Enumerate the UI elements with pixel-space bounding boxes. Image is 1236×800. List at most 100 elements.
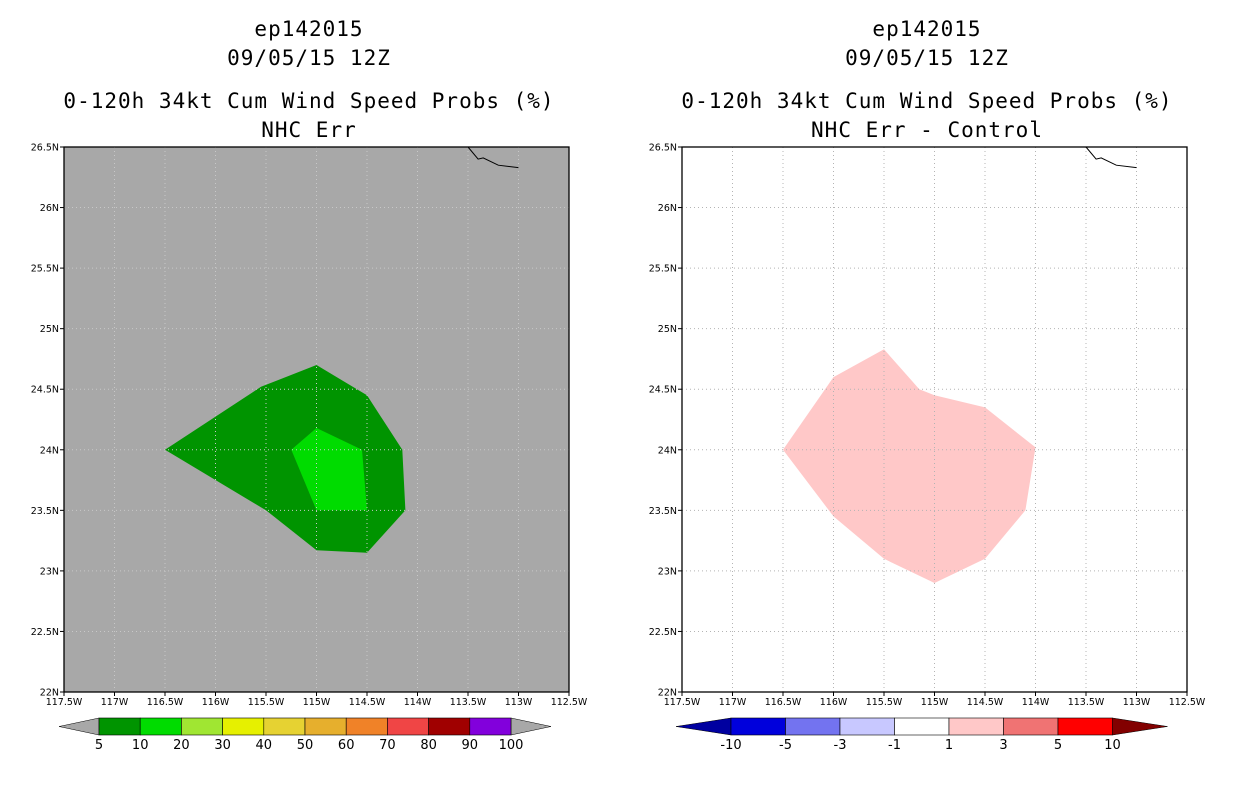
lat-tick-label: 25.5N bbox=[31, 264, 59, 275]
lat-tick-label: 22N bbox=[40, 688, 59, 699]
forecast-datetime: 09/05/15 12Z bbox=[845, 46, 1009, 70]
colorbar-swatch bbox=[785, 717, 841, 736]
colorbar-swatch bbox=[181, 717, 223, 736]
lon-tick-label: 113W bbox=[1123, 697, 1151, 708]
colorbar-label: -3 bbox=[834, 738, 847, 753]
lat-tick-label: 25.5N bbox=[649, 264, 677, 275]
lon-tick-label: 115.5W bbox=[248, 697, 285, 708]
lon-tick-label: 117.5W bbox=[46, 697, 83, 708]
map-title: 0-120h 34kt Cum Wind Speed Probs (%) bbox=[63, 89, 555, 113]
lat-tick-label: 26.5N bbox=[31, 143, 59, 154]
colorbar-label: 20 bbox=[173, 738, 190, 753]
colorbar-swatch bbox=[1057, 717, 1113, 736]
colorbar-label: 5 bbox=[95, 738, 103, 753]
colorbar-label: 5 bbox=[1054, 738, 1062, 753]
right-panel: ep142015 09/05/15 12Z 0-120h 34kt Cum Wi… bbox=[618, 0, 1236, 800]
map-title: 0-120h 34kt Cum Wind Speed Probs (%) bbox=[681, 89, 1173, 113]
colorbar-label: 10 bbox=[132, 738, 149, 753]
lon-tick-label: 116W bbox=[820, 697, 848, 708]
storm-id: ep142015 bbox=[872, 17, 982, 41]
colorbar-label: 3 bbox=[999, 738, 1007, 753]
colorbar-label: 70 bbox=[379, 738, 396, 753]
lon-tick-label: 115W bbox=[921, 697, 949, 708]
probability-contour-1 bbox=[291, 428, 367, 511]
colorbar-swatch bbox=[139, 717, 182, 736]
storm-id: ep142015 bbox=[254, 17, 364, 41]
colorbar-label: 40 bbox=[256, 738, 273, 753]
lon-tick-label: 117W bbox=[101, 697, 129, 708]
lat-tick-label: 25N bbox=[40, 324, 59, 335]
colorbar-swatch bbox=[98, 717, 141, 736]
colorbar-label: 50 bbox=[297, 738, 314, 753]
colorbar-swatch bbox=[894, 717, 950, 736]
probability-contour-0 bbox=[783, 349, 1036, 583]
colorbar-arrow-low bbox=[675, 717, 732, 736]
probability-map: 117.5W 117W 116.5W 116W 115.5W 115W 114.5W 114W… bbox=[31, 143, 588, 754]
colorbar-swatch bbox=[304, 717, 347, 736]
colorbar-arrow-high bbox=[1112, 717, 1168, 736]
map-subtitle: NHC Err bbox=[261, 118, 357, 142]
lon-tick-label: 112.5W bbox=[1169, 697, 1206, 708]
forecast-datetime: 09/05/15 12Z bbox=[227, 46, 391, 70]
lat-tick-label: 22.5N bbox=[649, 627, 677, 638]
colorbar-swatch bbox=[1003, 717, 1059, 736]
colorbar-swatch bbox=[948, 717, 1004, 736]
lon-tick-label: 116.5W bbox=[765, 697, 802, 708]
coastline bbox=[1085, 146, 1137, 169]
difference-map: 117.5W 117W 116.5W 116W 115.5W 115W 114.5W 114W… bbox=[649, 143, 1206, 754]
colorbar-label: 1 bbox=[945, 738, 953, 753]
colorbar: -10 -5 -3 -1 1 3 5 10 bbox=[675, 717, 1168, 753]
lat-tick-label: 22.5N bbox=[31, 627, 59, 638]
lon-tick-label: 113.5W bbox=[450, 697, 487, 708]
lat-tick-label: 24.5N bbox=[31, 385, 59, 396]
lon-tick-label: 112.5W bbox=[551, 697, 588, 708]
colorbar-label: 10 bbox=[1104, 738, 1121, 753]
lat-tick-label: 24N bbox=[40, 445, 59, 456]
colorbar-swatch bbox=[263, 717, 306, 736]
lon-tick-label: 114W bbox=[404, 697, 432, 708]
lon-tick-label: 116.5W bbox=[147, 697, 184, 708]
lon-tick-label: 114.5W bbox=[349, 697, 386, 708]
colorbar-swatch bbox=[730, 717, 786, 736]
colorbar-label: 90 bbox=[462, 738, 479, 753]
coastline bbox=[467, 146, 519, 169]
lat-tick-label: 22N bbox=[658, 688, 677, 699]
lat-tick-label: 24.5N bbox=[649, 385, 677, 396]
lat-tick-label: 23.5N bbox=[31, 506, 59, 517]
lat-tick-label: 23N bbox=[40, 566, 59, 577]
lat-tick-label: 23N bbox=[658, 566, 677, 577]
colorbar-label: -5 bbox=[779, 738, 792, 753]
lat-tick-label: 26N bbox=[658, 203, 677, 214]
lon-tick-label: 117W bbox=[719, 697, 747, 708]
lon-tick-label: 115W bbox=[303, 697, 331, 708]
lat-tick-label: 23.5N bbox=[649, 506, 677, 517]
colorbar-swatch bbox=[222, 717, 265, 736]
colorbar-label: -1 bbox=[888, 738, 901, 753]
lon-tick-label: 114.5W bbox=[967, 697, 1004, 708]
colorbar-swatch bbox=[839, 717, 895, 736]
lat-tick-label: 26.5N bbox=[649, 143, 677, 154]
lon-tick-label: 117.5W bbox=[664, 697, 701, 708]
colorbar-label: 30 bbox=[214, 738, 231, 753]
colorbar-label: 60 bbox=[338, 738, 355, 753]
colorbar-label: 80 bbox=[420, 738, 437, 753]
lat-tick-label: 24N bbox=[658, 445, 677, 456]
colorbar-arrow-low bbox=[58, 717, 100, 736]
lat-tick-label: 25N bbox=[658, 324, 677, 335]
lon-tick-label: 113.5W bbox=[1068, 697, 1105, 708]
colorbar-arrow-high bbox=[510, 717, 552, 736]
lon-tick-label: 115.5W bbox=[866, 697, 903, 708]
colorbar-swatch bbox=[469, 717, 512, 736]
colorbar-swatch bbox=[387, 717, 429, 736]
map-subtitle: NHC Err - Control bbox=[811, 118, 1043, 142]
left-panel: ep142015 09/05/15 12Z 0-120h 34kt Cum Wi… bbox=[31, 17, 588, 754]
colorbar-swatch bbox=[345, 717, 388, 736]
lat-tick-label: 26N bbox=[40, 203, 59, 214]
colorbar: 5 10 20 30 40 50 60 70 80 90 100 bbox=[58, 717, 552, 753]
colorbar-swatch bbox=[428, 717, 471, 736]
lon-tick-label: 113W bbox=[505, 697, 533, 708]
colorbar-label: 100 bbox=[499, 738, 524, 753]
colorbar-label: -10 bbox=[720, 738, 741, 753]
lon-tick-label: 114W bbox=[1022, 697, 1050, 708]
lon-tick-label: 116W bbox=[202, 697, 230, 708]
